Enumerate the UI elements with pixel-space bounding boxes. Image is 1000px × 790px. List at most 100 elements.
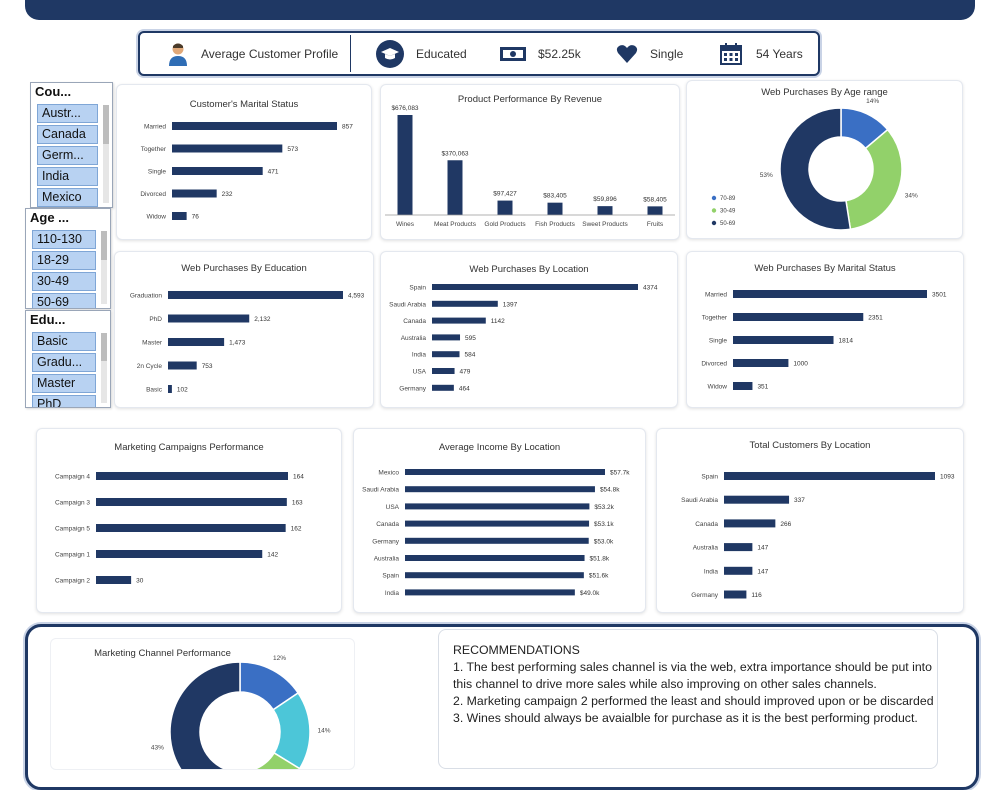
bar bbox=[733, 290, 927, 298]
category-label: USA bbox=[413, 369, 427, 376]
legend-marker bbox=[711, 220, 717, 226]
slicer-item[interactable]: Germ... bbox=[37, 146, 98, 165]
slicer-item[interactable]: 18-29 bbox=[32, 251, 96, 270]
bar bbox=[597, 206, 613, 215]
education-chart: Graduation 4,593 PhD 2,132 Master 1,473 2n Cyc… bbox=[130, 291, 365, 394]
data-label: 232 bbox=[222, 191, 233, 198]
profile-label-group: Average Customer Profile bbox=[166, 33, 338, 74]
bar bbox=[405, 555, 585, 561]
web-marital-chart: Married 3501 Together 2351 Single 1814 Divorce… bbox=[701, 290, 947, 391]
data-label: $97,427 bbox=[493, 191, 517, 198]
slicer-scrollbar[interactable] bbox=[101, 333, 107, 403]
data-label: $676,083 bbox=[391, 105, 418, 112]
income-value: $52.25k bbox=[538, 46, 581, 61]
slicer-item[interactable]: Austr... bbox=[37, 104, 98, 123]
legend-marker bbox=[711, 195, 717, 201]
recommendations-title: RECOMMENDATIONS bbox=[453, 643, 580, 657]
chart-card-product: Product Performance By Revenue $676,083 W… bbox=[380, 84, 680, 240]
category-label: Campaign 4 bbox=[55, 474, 90, 481]
bar bbox=[405, 469, 605, 475]
category-label: Canada bbox=[376, 521, 399, 528]
chart-card-marital: Customer's Marital Status Married 857 Toge… bbox=[116, 84, 372, 240]
category-label: Saudi Arabia bbox=[389, 301, 426, 308]
slicer-scrollbar[interactable] bbox=[103, 105, 109, 203]
category-label: Spain bbox=[701, 474, 718, 481]
data-label: $51.6k bbox=[589, 573, 609, 580]
customers-location-chart: Spain 1093 Saudi Arabia 337 Canada 266 Austral… bbox=[681, 472, 955, 599]
category-label: Single bbox=[148, 169, 166, 176]
bar bbox=[172, 144, 283, 153]
chart-card-education: Web Purchases By Education Graduation 4,5… bbox=[114, 251, 374, 408]
category-label: Spain bbox=[382, 573, 399, 580]
slicer-scrollbar[interactable] bbox=[101, 231, 107, 304]
country-slicer[interactable]: Cou... Austr... Canada Germ... India Mex… bbox=[30, 82, 113, 208]
header-bar bbox=[25, 0, 975, 20]
data-label: 1,473 bbox=[229, 340, 246, 347]
chart-title: Web Purchases By Age range bbox=[761, 87, 888, 98]
chart-card-campaigns: Marketing Campaigns Performance Campaign… bbox=[36, 428, 342, 613]
data-label: 43% bbox=[151, 744, 164, 751]
slicer-item[interactable]: 30-49 bbox=[32, 272, 96, 291]
category-label: Widow bbox=[146, 214, 166, 221]
data-label: 1000 bbox=[793, 361, 808, 368]
data-label: $58,405 bbox=[643, 196, 667, 203]
slicer-item[interactable]: Mexico bbox=[37, 188, 98, 207]
category-label: Campaign 3 bbox=[55, 500, 90, 507]
category-label: 2n Cycle bbox=[137, 363, 163, 370]
slicer-item[interactable]: Gradu... bbox=[32, 353, 96, 372]
bar bbox=[733, 382, 753, 390]
slicer-item[interactable]: Basic bbox=[32, 332, 96, 351]
age-range-donut: 14% 34% 53% 70-89 30-49 50-69 bbox=[711, 98, 918, 231]
category-label: Campaign 5 bbox=[55, 526, 90, 533]
data-label: $57.7k bbox=[610, 470, 630, 477]
bar bbox=[432, 384, 454, 391]
bar bbox=[405, 537, 589, 544]
bar bbox=[168, 338, 225, 346]
data-label: 464 bbox=[459, 385, 470, 392]
bar bbox=[547, 202, 563, 215]
slicer-item[interactable]: India bbox=[37, 167, 98, 186]
slicer-item[interactable]: 50-69 bbox=[32, 293, 96, 308]
money-icon bbox=[500, 46, 526, 61]
data-label: $59,896 bbox=[593, 196, 617, 203]
category-label: Single bbox=[709, 338, 727, 345]
data-label: 147 bbox=[757, 568, 768, 575]
status-value: Single bbox=[650, 46, 684, 61]
data-label: $54.8k bbox=[600, 487, 620, 494]
product-revenue-chart: $676,083 Wines $370,063 Meat Products $97,42… bbox=[385, 105, 675, 228]
slicer-item[interactable]: PhD bbox=[32, 395, 96, 407]
category-label: USA bbox=[386, 504, 400, 511]
data-label: 53% bbox=[760, 172, 773, 179]
bar bbox=[168, 361, 197, 370]
category-label: Australia bbox=[374, 556, 400, 563]
data-label: 337 bbox=[794, 497, 805, 504]
data-label: 163 bbox=[292, 500, 303, 507]
slicer-title: Cou... bbox=[35, 84, 72, 99]
data-label: $370,063 bbox=[441, 150, 468, 157]
data-label: 162 bbox=[291, 526, 302, 533]
bar bbox=[172, 167, 263, 175]
bar bbox=[96, 498, 287, 506]
data-label: 1814 bbox=[839, 338, 854, 345]
data-label: 753 bbox=[202, 363, 213, 370]
slicer-item[interactable]: Master bbox=[32, 374, 96, 393]
slicer-item[interactable]: Canada bbox=[37, 125, 98, 144]
category-label: Sweet Products bbox=[582, 221, 628, 228]
slicer-item[interactable]: 110-130 bbox=[32, 230, 96, 249]
education-slicer[interactable]: Edu... Basic Gradu... Master PhD bbox=[25, 310, 111, 408]
bar bbox=[96, 472, 288, 480]
bar bbox=[432, 284, 638, 290]
category-label: Saudi Arabia bbox=[362, 487, 399, 494]
data-label: 12% bbox=[273, 655, 286, 662]
donut-slice bbox=[779, 107, 852, 231]
heart-icon bbox=[616, 44, 638, 63]
bar bbox=[432, 300, 498, 307]
age-slicer[interactable]: Age ... 110-130 18-29 30-49 50-69 bbox=[25, 208, 111, 309]
category-label: Fruits bbox=[647, 221, 664, 228]
category-label: Gold Products bbox=[484, 221, 526, 228]
data-label: 14% bbox=[317, 727, 330, 734]
chart-card-channel: Marketing Channel Performance 12% 14% 43% bbox=[50, 638, 355, 770]
recommendation-item: 3. Wines should always be avaialble for … bbox=[453, 711, 918, 725]
category-label: Graduation bbox=[130, 293, 163, 300]
data-label: 1142 bbox=[491, 318, 505, 325]
